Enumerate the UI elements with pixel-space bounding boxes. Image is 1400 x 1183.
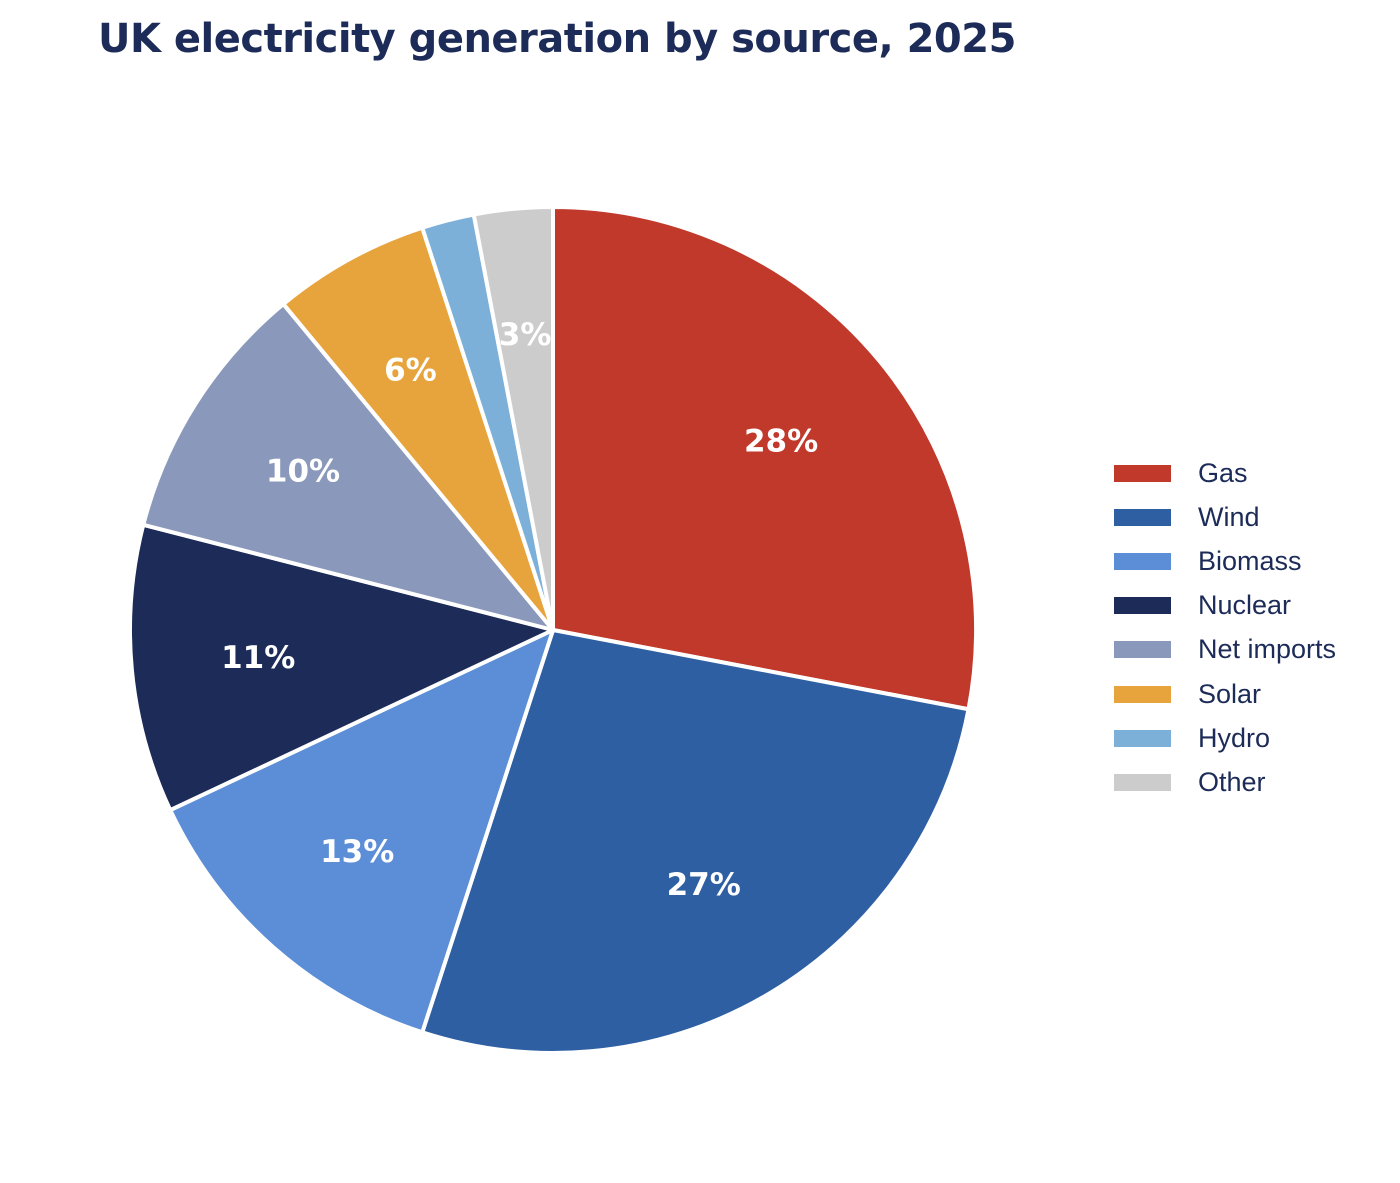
slice-label-other: 3%	[499, 317, 552, 353]
pie-slice-biomass	[168, 628, 555, 1035]
legend-item-other: Other	[1114, 760, 1336, 804]
pie-slice-other	[471, 205, 555, 632]
legend-swatch-nuclear	[1114, 597, 1171, 615]
legend-label-nuclear: Nuclear	[1198, 590, 1292, 621]
pie-slice-net-imports	[141, 302, 555, 632]
legend-swatch-hydro	[1114, 729, 1171, 747]
slice-label-wind: 27%	[667, 867, 741, 903]
legend-item-net-imports: Net imports	[1114, 628, 1336, 672]
pie-slice-wind	[420, 628, 971, 1055]
legend-label-other: Other	[1198, 766, 1266, 797]
legend-swatch-biomass	[1114, 552, 1171, 570]
legend-label-gas: Gas	[1198, 457, 1248, 488]
legend-label-biomass: Biomass	[1198, 545, 1302, 576]
legend-swatch-net-imports	[1114, 641, 1171, 659]
pie-labels: 28% 27% 13% 11% 10% 6% 3%	[221, 317, 818, 903]
legend-swatch-other	[1114, 773, 1171, 791]
slice-label-biomass: 13%	[320, 834, 394, 870]
slice-label-nuclear: 11%	[221, 640, 295, 676]
legend-label-net-imports: Net imports	[1198, 634, 1337, 665]
legend-item-wind: Wind	[1114, 495, 1336, 539]
pie-slices	[128, 205, 978, 1055]
legend-swatch-wind	[1114, 508, 1171, 526]
pie-slice-gas	[551, 205, 978, 712]
legend-label-wind: Wind	[1198, 501, 1260, 532]
legend-item-solar: Solar	[1114, 672, 1336, 716]
legend-swatch-gas	[1114, 464, 1171, 482]
pie-slice-solar	[281, 225, 555, 632]
legend: Gas Wind Biomass Nuclear Net imports Solar Hyd…	[1114, 451, 1336, 805]
pie-slice-nuclear	[128, 522, 555, 813]
legend-item-nuclear: Nuclear	[1114, 584, 1336, 628]
chart-title: UK electricity generation by source, 202…	[98, 16, 1016, 62]
legend-item-hydro: Hydro	[1114, 716, 1336, 760]
legend-label-solar: Solar	[1198, 678, 1262, 709]
slice-label-gas: 28%	[744, 423, 818, 459]
slice-label-net-imports: 10%	[266, 453, 340, 489]
legend-item-gas: Gas	[1114, 451, 1336, 495]
legend-item-biomass: Biomass	[1114, 539, 1336, 583]
legend-swatch-solar	[1114, 685, 1171, 703]
slice-label-solar: 6%	[384, 353, 437, 389]
legend-label-hydro: Hydro	[1198, 722, 1271, 753]
